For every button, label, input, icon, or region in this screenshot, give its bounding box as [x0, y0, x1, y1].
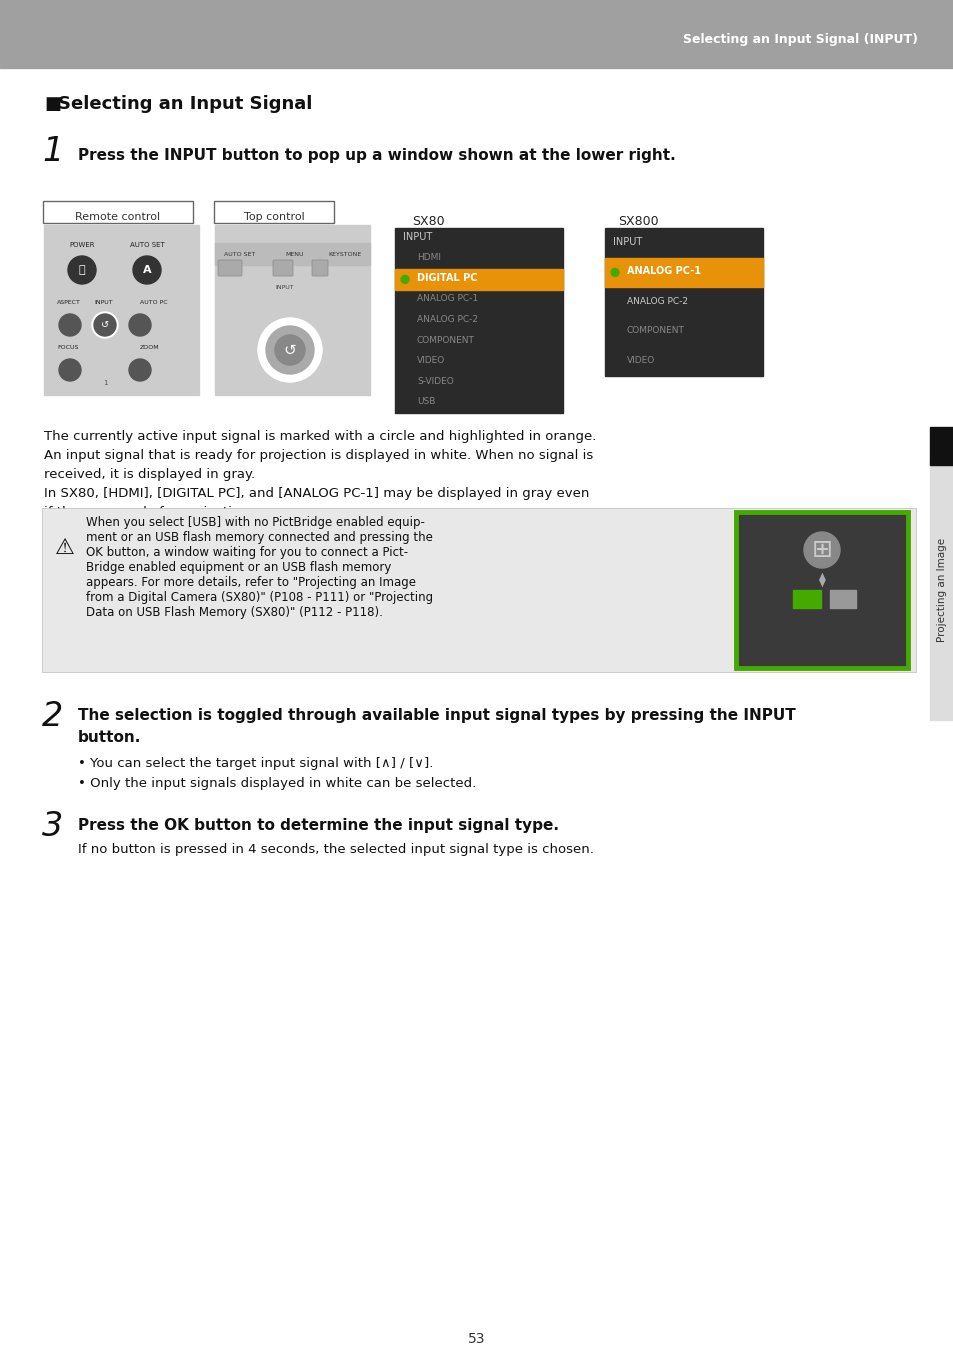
Circle shape — [274, 335, 305, 365]
Text: Projecting an Image: Projecting an Image — [936, 538, 946, 642]
FancyBboxPatch shape — [43, 201, 193, 223]
Text: FOCUS: FOCUS — [57, 345, 78, 350]
Circle shape — [94, 314, 116, 337]
Text: ⧫: ⧫ — [818, 573, 824, 587]
Circle shape — [803, 531, 840, 568]
Bar — [44, 224, 199, 395]
FancyBboxPatch shape — [218, 260, 242, 276]
Text: INPUT: INPUT — [402, 233, 432, 242]
Text: Selecting an Input Signal (INPUT): Selecting an Input Signal (INPUT) — [682, 34, 917, 46]
Bar — [792, 589, 821, 608]
Circle shape — [59, 314, 81, 337]
Bar — [929, 427, 953, 465]
Text: if they are ready for projection.: if they are ready for projection. — [44, 506, 253, 519]
Bar — [0, 0, 953, 68]
FancyBboxPatch shape — [273, 260, 293, 276]
Text: ANALOG PC-1: ANALOG PC-1 — [416, 295, 477, 303]
Circle shape — [68, 256, 96, 284]
Text: ⏻: ⏻ — [78, 265, 85, 274]
Text: Selecting an Input Signal: Selecting an Input Signal — [58, 95, 312, 114]
Text: ↺: ↺ — [283, 342, 296, 357]
Text: USB: USB — [416, 397, 435, 406]
Bar — [214, 224, 370, 395]
Bar — [604, 228, 762, 376]
Bar — [738, 514, 905, 667]
Text: The currently active input signal is marked with a circle and highlighted in ora: The currently active input signal is mar… — [44, 430, 596, 443]
Text: • You can select the target input signal with [∧] / [∨].: • You can select the target input signal… — [78, 757, 433, 771]
Text: ASPECT: ASPECT — [57, 300, 81, 306]
Text: OK button, a window waiting for you to connect a Pict-: OK button, a window waiting for you to c… — [86, 546, 408, 558]
Text: appears. For more details, refer to "Projecting an Image: appears. For more details, refer to "Pro… — [86, 576, 416, 589]
Text: from a Digital Camera (SX80)" (P108 - P111) or "Projecting: from a Digital Camera (SX80)" (P108 - P1… — [86, 591, 433, 604]
Text: COMPONENT: COMPONENT — [626, 326, 684, 335]
Circle shape — [610, 269, 618, 276]
Text: AUTO SET: AUTO SET — [224, 251, 255, 257]
Text: ⚠: ⚠ — [55, 538, 75, 558]
Text: ZOOM: ZOOM — [140, 345, 159, 350]
Circle shape — [91, 312, 118, 338]
Bar — [214, 243, 370, 265]
Text: A: A — [143, 265, 152, 274]
Text: Top control: Top control — [243, 212, 304, 222]
Text: ment or an USB flash memory connected and pressing the: ment or an USB flash memory connected an… — [86, 531, 433, 544]
Text: HDMI: HDMI — [416, 253, 440, 262]
Text: 3: 3 — [42, 810, 63, 844]
Text: ANALOG PC-2: ANALOG PC-2 — [626, 296, 687, 306]
Text: An input signal that is ready for projection is displayed in white. When no sign: An input signal that is ready for projec… — [44, 449, 593, 462]
Circle shape — [257, 318, 322, 383]
Text: If no button is pressed in 4 seconds, the selected input signal type is chosen.: If no button is pressed in 4 seconds, th… — [78, 844, 594, 856]
Text: ANALOG PC-1: ANALOG PC-1 — [626, 266, 700, 276]
Text: Remote control: Remote control — [75, 212, 160, 222]
FancyBboxPatch shape — [42, 508, 915, 672]
Bar — [929, 460, 953, 721]
Text: Press the OK button to determine the input signal type.: Press the OK button to determine the inp… — [78, 818, 558, 833]
Text: INPUT: INPUT — [94, 300, 113, 306]
Text: AUTO SET: AUTO SET — [130, 242, 164, 247]
Text: button.: button. — [78, 730, 141, 745]
Text: Press the INPUT button to pop up a window shown at the lower right.: Press the INPUT button to pop up a windo… — [78, 147, 675, 164]
Text: 53: 53 — [468, 1332, 485, 1347]
Text: INPUT: INPUT — [613, 237, 641, 247]
Text: ANALOG PC-2: ANALOG PC-2 — [416, 315, 477, 324]
Text: VIDEO: VIDEO — [416, 356, 445, 365]
Text: SX80: SX80 — [412, 215, 444, 228]
Circle shape — [400, 276, 409, 284]
Text: ↺: ↺ — [101, 320, 109, 330]
Text: 2: 2 — [42, 700, 63, 733]
FancyBboxPatch shape — [213, 201, 334, 223]
Text: • Only the input signals displayed in white can be selected.: • Only the input signals displayed in wh… — [78, 777, 476, 790]
Text: When you select [USB] with no PictBridge enabled equip-: When you select [USB] with no PictBridge… — [86, 516, 424, 529]
Text: POWER: POWER — [70, 242, 94, 247]
Text: MENU: MENU — [286, 251, 304, 257]
Text: Bridge enabled equipment or an USB flash memory: Bridge enabled equipment or an USB flash… — [86, 561, 391, 575]
Bar — [395, 228, 562, 412]
Text: KEYSTONE: KEYSTONE — [328, 251, 361, 257]
Text: AUTO PC: AUTO PC — [140, 300, 168, 306]
Circle shape — [266, 326, 314, 375]
Text: INPUT: INPUT — [275, 285, 294, 289]
Text: Data on USB Flash Memory (SX80)" (P112 - P118).: Data on USB Flash Memory (SX80)" (P112 -… — [86, 606, 382, 619]
Text: 1: 1 — [42, 135, 63, 168]
Text: VIDEO: VIDEO — [626, 356, 655, 365]
Text: 1: 1 — [103, 380, 107, 387]
Circle shape — [94, 314, 116, 337]
Circle shape — [129, 360, 151, 381]
Text: DIGITAL PC: DIGITAL PC — [416, 273, 477, 284]
Text: ■: ■ — [44, 95, 61, 114]
Text: S-VIDEO: S-VIDEO — [416, 377, 454, 385]
Circle shape — [59, 360, 81, 381]
Circle shape — [132, 256, 161, 284]
Text: SX800: SX800 — [618, 215, 658, 228]
Circle shape — [129, 314, 151, 337]
FancyBboxPatch shape — [312, 260, 328, 276]
Text: In SX80, [HDMI], [DIGITAL PC], and [ANALOG PC-1] may be displayed in gray even: In SX80, [HDMI], [DIGITAL PC], and [ANAL… — [44, 487, 589, 500]
Bar — [395, 269, 562, 289]
Bar — [829, 589, 855, 608]
Bar — [604, 258, 762, 287]
Text: COMPONENT: COMPONENT — [416, 335, 475, 345]
Text: received, it is displayed in gray.: received, it is displayed in gray. — [44, 468, 254, 481]
Text: ⊞: ⊞ — [811, 538, 832, 562]
Text: The selection is toggled through available input signal types by pressing the IN: The selection is toggled through availab… — [78, 708, 795, 723]
